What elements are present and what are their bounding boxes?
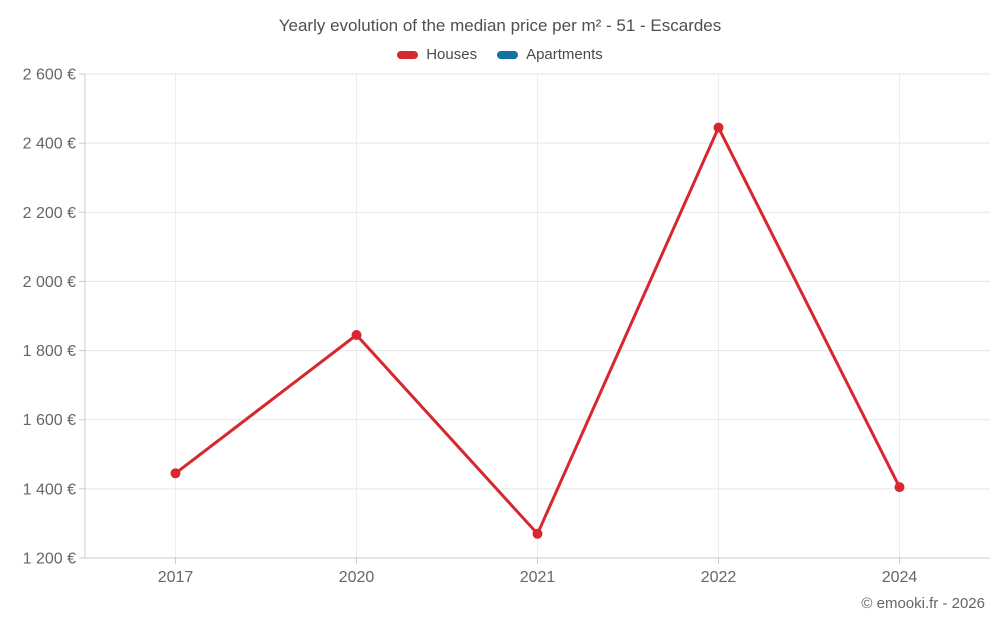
data-point-houses-2017[interactable] [170,468,181,479]
legend-label-houses: Houses [426,46,478,63]
y-axis-label: 1 400 € [23,481,76,498]
data-point-houses-2022[interactable] [713,122,724,133]
x-axis-label: 2024 [882,569,918,586]
houses-series-swatch-icon [397,50,419,59]
apartments-series-swatch-icon [497,50,519,59]
data-point-houses-2021[interactable] [532,528,543,539]
y-axis-label: 1 600 € [23,412,76,429]
x-axis-label: 2020 [339,569,375,586]
x-axis-label: 2017 [158,569,194,586]
data-point-houses-2020[interactable] [351,330,362,341]
y-axis-label: 2 400 € [23,136,76,153]
legend-item-houses[interactable]: Houses [397,46,477,63]
chart-title: Yearly evolution of the median price per… [278,16,722,35]
y-axis-label: 1 200 € [23,551,76,568]
x-axis-label: 2022 [701,569,737,586]
legend-item-apartments[interactable]: Apartments [497,46,603,63]
y-axis-label: 2 600 € [23,67,76,84]
y-axis-label: 1 800 € [23,343,76,360]
x-axis-label: 2021 [520,569,556,586]
y-axis-label: 2 200 € [23,205,76,222]
y-axis-label: 2 000 € [23,274,76,291]
copyright-text: © emooki.fr - 2026 [861,595,985,612]
legend: Houses Apartments [0,46,1000,63]
legend-label-apartments: Apartments [526,46,603,63]
data-point-houses-2024[interactable] [894,482,905,493]
